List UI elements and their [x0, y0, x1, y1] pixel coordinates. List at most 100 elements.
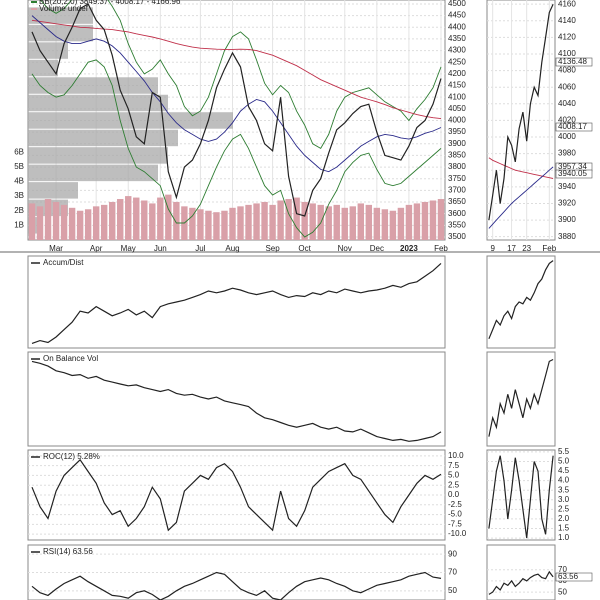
panel-frame [486, 544, 556, 600]
series-line [31, 19, 442, 120]
y-tick-label: 3500 [448, 232, 466, 241]
y-tick-label: -10.0 [448, 529, 467, 538]
y-tick-label: 4040 [558, 99, 576, 108]
panel-title: On Balance Vol [43, 354, 98, 363]
y-tick-label: 70 [558, 565, 567, 574]
volume-bar [197, 209, 204, 240]
series-line [488, 570, 554, 595]
y-tick-label: 3650 [448, 197, 466, 206]
y-tick-label: 3700 [448, 185, 466, 194]
volume-bar [237, 206, 244, 240]
volume-bar [68, 207, 76, 240]
y2-tick-label: 1B [14, 220, 24, 229]
y-tick-label: 5.0 [558, 457, 570, 466]
y-tick-label: 4250 [448, 57, 466, 66]
series-line [40, 0, 442, 150]
y-tick-label: 4450 [448, 11, 466, 20]
y-tick-label: 3600 [448, 209, 466, 218]
y-tick-label: 3.5 [558, 485, 570, 494]
x-tick-label: Mar [49, 244, 63, 253]
volume-bar [253, 203, 260, 240]
x-tick-label: Jun [154, 244, 167, 253]
series-line [488, 260, 554, 340]
volume-bar [397, 207, 405, 240]
volume-bar [333, 204, 340, 240]
x-tick-label: Dec [370, 244, 384, 253]
series-line [488, 3, 554, 221]
y-tick-label: 50 [448, 586, 457, 595]
x-tick-label: Nov [338, 244, 352, 253]
volume-bar [373, 207, 381, 240]
legend-text: BB(20,2.0) 3849.37 - 4008.17 - 4166.96 [39, 0, 181, 6]
volume-bar [92, 206, 100, 240]
panel-frame [486, 351, 556, 447]
volume-by-price-bar [28, 182, 78, 199]
volume-bar [189, 207, 196, 240]
y-tick-label: -2.5 [448, 500, 462, 509]
y-tick-label: 3750 [448, 174, 466, 183]
volume-bar [413, 203, 421, 240]
volume-bar [357, 203, 365, 240]
y-tick-label: 4020 [558, 116, 576, 125]
x-tick-label: Feb [434, 244, 448, 253]
volume-by-price-bar [28, 7, 93, 24]
y-tick-label: -5.0 [448, 510, 462, 519]
x-tick-label: Jul [195, 244, 205, 253]
y2-tick-label: 3B [14, 191, 24, 200]
panel-frame [27, 255, 446, 349]
volume-by-price-bar [28, 24, 93, 42]
price-label: 3940.05 [558, 169, 587, 178]
price-label: 63.56 [558, 572, 579, 581]
x-tick-label: Sep [265, 244, 280, 253]
x-tick-label: Apr [90, 244, 103, 253]
volume-bar [133, 197, 140, 240]
y-tick-label: 90 [448, 549, 457, 558]
volume-bar [205, 210, 212, 240]
price-label-box [555, 122, 593, 132]
y-tick-label: 3.0 [558, 495, 570, 504]
volume-bar [277, 200, 284, 240]
volume-bar [125, 196, 132, 240]
y-tick-label: 4200 [448, 69, 466, 78]
series-line [31, 59, 442, 238]
y-tick-label: 3950 [448, 127, 466, 136]
series-line [31, 571, 442, 600]
volume-bar [108, 201, 116, 240]
volume-by-price-bar [28, 147, 168, 164]
volume-bar [60, 204, 68, 240]
volume-bar [405, 204, 413, 240]
panel-title: ROC(12) 5.28% [43, 452, 100, 461]
y-tick-label: 4300 [448, 46, 466, 55]
y-tick-label: 10.0 [448, 451, 464, 460]
y-tick-label: 3940 [558, 182, 576, 191]
y-tick-label: 4500 [448, 0, 466, 8]
price-label: 4008.17 [558, 122, 587, 131]
volume-bar [437, 199, 445, 240]
volume-by-price-bar [28, 129, 178, 147]
volume-bar [221, 210, 228, 240]
y-tick-label: 1.0 [558, 533, 570, 542]
volume-bar [213, 212, 220, 240]
volume-bar [44, 199, 52, 240]
panel-frame [486, 255, 556, 349]
y-tick-label: 4060 [558, 82, 576, 91]
y-tick-label: 70 [448, 568, 457, 577]
x-tick-label: 2023 [400, 244, 418, 253]
x-tick-label: Oct [298, 244, 311, 253]
panel-frame [27, 351, 446, 447]
volume-bar [309, 203, 316, 240]
y-tick-label: 3900 [558, 215, 576, 224]
x-tick-label: May [121, 244, 136, 253]
y-tick-label: 2.5 [448, 480, 460, 489]
y-tick-label: 4100 [558, 49, 576, 58]
volume-by-price-bar [28, 77, 158, 94]
y2-tick-label: 2B [14, 206, 24, 215]
y-tick-label: 4400 [448, 22, 466, 31]
legend-text: Volume undef [39, 4, 89, 13]
y-tick-label: 4120 [558, 32, 576, 41]
volume-bar [285, 199, 292, 240]
volume-bar [269, 204, 276, 240]
volume-bar [28, 203, 36, 240]
y-tick-label: 2.0 [558, 514, 570, 523]
series-line [31, 458, 442, 532]
